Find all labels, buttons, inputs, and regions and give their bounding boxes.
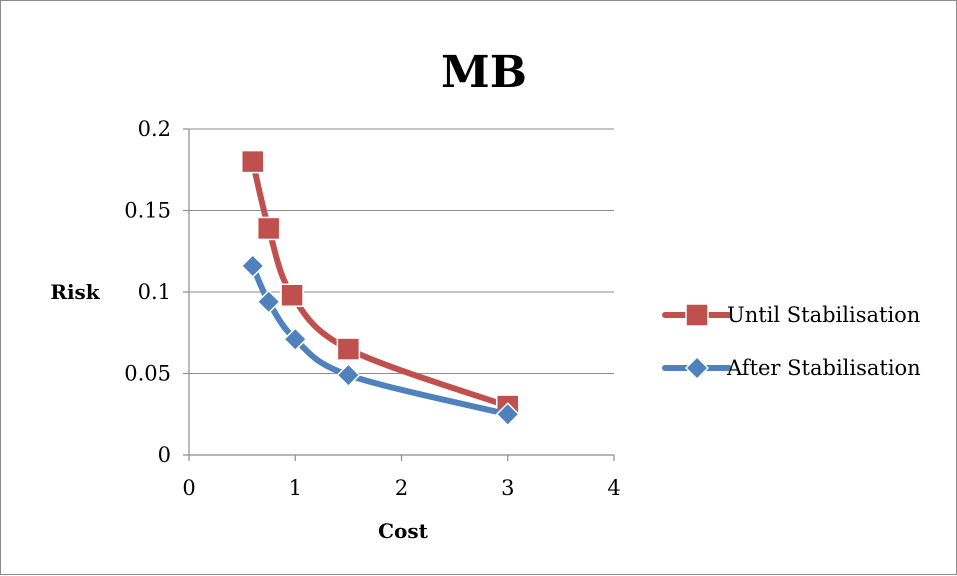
y-tick-label: 0.1 xyxy=(138,280,171,304)
y-tick-label: 0.2 xyxy=(138,117,171,141)
y-tick-label: 0 xyxy=(158,443,171,467)
x-tick-label: 0 xyxy=(182,476,195,500)
series-layer xyxy=(240,149,520,427)
legend-item-after-stabilisation: After Stabilisation xyxy=(662,355,921,381)
data-point-until-stabilisation xyxy=(241,149,265,174)
x-tick-label: 4 xyxy=(607,476,620,500)
x-tick-label: 1 xyxy=(289,476,302,500)
legend-label: After Stabilisation xyxy=(726,356,921,380)
data-point-after-stabilisation xyxy=(256,289,281,314)
data-point-after-stabilisation xyxy=(283,327,308,352)
x-axis-title: Cost xyxy=(378,519,429,543)
chart-title: MB xyxy=(441,47,527,98)
legend-swatch-marker xyxy=(685,303,709,327)
data-point-after-stabilisation xyxy=(336,363,361,388)
legend-label: Until Stabilisation xyxy=(727,303,920,327)
legend: Until Stabilisation After Stabilisation xyxy=(662,303,921,381)
data-point-until-stabilisation xyxy=(280,283,304,308)
data-point-after-stabilisation xyxy=(240,253,265,278)
data-point-until-stabilisation xyxy=(336,337,361,361)
x-tick-label: 3 xyxy=(501,476,514,500)
y-axis-title: Risk xyxy=(50,280,100,304)
data-point-until-stabilisation xyxy=(256,216,281,241)
y-tick-label: 0.15 xyxy=(124,199,171,223)
legend-item-until-stabilisation: Until Stabilisation xyxy=(662,303,920,327)
x-tick-label: 2 xyxy=(395,476,408,500)
labels-layer: MB Risk Cost 0 0.05 0.1 0.15 0.2 0 1 2 3 4 xyxy=(50,47,620,543)
data-point-after-stabilisation xyxy=(495,402,520,427)
legend-swatch-marker xyxy=(684,355,710,381)
axes-layer xyxy=(183,128,615,461)
y-tick-label: 0.05 xyxy=(124,362,171,386)
